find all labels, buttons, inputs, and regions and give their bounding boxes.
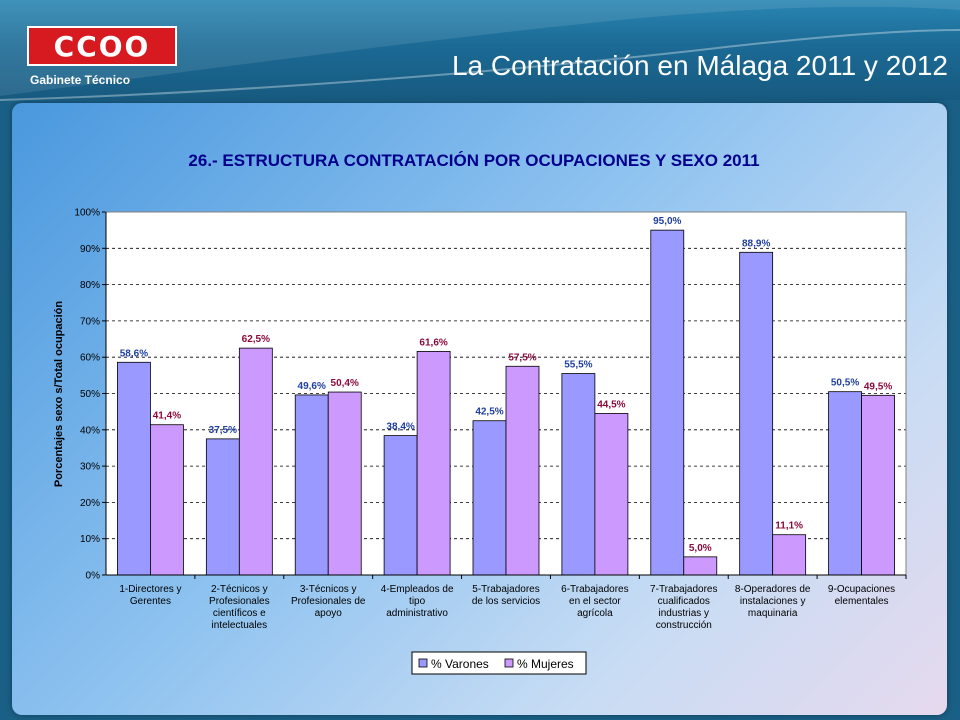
bar-mujeres [150, 424, 184, 576]
category-label: 2-Técnicos y Profesionales científicos e in… [209, 584, 270, 631]
category-label-line: construcción [656, 620, 712, 631]
legend-swatch-varones [418, 658, 428, 668]
bar-mujeres [327, 391, 362, 576]
data-label-mujeres: 50,4% [331, 378, 359, 389]
y-tick-label: 10% [80, 534, 100, 545]
category-label-line: elementales [835, 596, 889, 607]
data-label-mujeres: 61,6% [419, 337, 447, 348]
bar-varones [650, 229, 685, 576]
category-label-line: maquinaria [748, 608, 798, 619]
data-label-varones: 95,0% [653, 216, 681, 227]
y-tick-label: 30% [80, 462, 100, 473]
bar-mujeres [238, 347, 273, 576]
logo-subtitle: Gabinete Técnico [30, 73, 131, 87]
category-label: 4-Empleados de tipo administrativo [381, 584, 454, 619]
bar-mujeres [683, 556, 718, 576]
data-label-varones: 50,5% [831, 378, 859, 389]
category-label-line: de los servicios [472, 596, 540, 607]
data-label-varones: 37,5% [209, 425, 237, 436]
category-label-line: Gerentes [130, 596, 171, 607]
y-tick-label: 80% [80, 280, 100, 291]
category-label-line: administrativo [386, 608, 448, 619]
y-axis-label: Porcentajes sexo s/Total ocupación [53, 301, 65, 488]
legend-swatch-mujeres [504, 658, 514, 668]
y-tick-label: 70% [80, 316, 100, 327]
bar-varones [561, 373, 596, 576]
category-label-line: 6-Trabajadores [561, 584, 628, 595]
category-label-line: apoyo [315, 608, 343, 619]
data-label-varones: 55,5% [564, 360, 592, 371]
category-label-line: 1-Directores y [119, 584, 181, 595]
bar-varones [294, 394, 329, 576]
data-label-mujeres: 62,5% [242, 334, 270, 345]
category-label: 5-Trabajadores de los servicios [472, 584, 540, 607]
category-label-line: 9-Ocupaciones [828, 584, 895, 595]
slide-header: CCOO Gabinete Técnico La Contratación en… [0, 0, 960, 101]
category-label-line: intelectuales [212, 620, 268, 631]
category-label-line: científicos e [213, 608, 266, 619]
bar-varones [472, 420, 507, 576]
y-tick-label: 20% [80, 498, 100, 509]
category-label-line: industrias y [658, 608, 709, 619]
bar-varones [828, 391, 862, 576]
y-tick-label: 0% [86, 571, 101, 582]
chart-legend: % Varones % Mujeres [411, 651, 587, 675]
bar-mujeres [772, 534, 807, 576]
data-label-mujeres: 57,5% [508, 352, 536, 363]
category-label: 6-Trabajadores en el sector agrícola [561, 584, 628, 619]
data-label-mujeres: 11,1% [775, 521, 803, 532]
bar-varones [205, 438, 240, 576]
bar-mujeres [861, 394, 895, 576]
y-tick-label: 40% [80, 425, 100, 436]
category-label-line: tipo [409, 596, 426, 607]
category-label-line: 4-Empleados de [381, 584, 454, 595]
legend-label-mujeres: % Mujeres [517, 657, 574, 671]
legend-box [411, 651, 587, 675]
category-label: 8-Operadores de instalaciones y maquinaria [735, 584, 811, 619]
bar-mujeres [416, 350, 451, 576]
bar-varones [383, 435, 418, 576]
ccoo-logo: CCOO [27, 26, 177, 66]
bar-mujeres [594, 413, 629, 576]
category-label: 9-Ocupaciones elementales [828, 584, 895, 607]
legend-label-varones: % Varones [431, 657, 489, 671]
bar-mujeres [505, 365, 540, 576]
data-label-varones: 58,6% [120, 348, 148, 359]
category-label: 7-Trabajadores cualificados industrias y co… [650, 584, 717, 631]
data-label-mujeres: 44,5% [597, 399, 625, 410]
category-label: 3-Técnicos y Profesionales de apoyo [291, 584, 366, 619]
data-label-varones: 42,5% [475, 407, 503, 418]
category-label-line: 5-Trabajadores [472, 584, 539, 595]
chart-title: 26.- ESTRUCTURA CONTRATACIÓN POR OCUPACI… [188, 151, 759, 170]
data-label-mujeres: 49,5% [864, 381, 892, 392]
slide-title: La Contratación en Málaga 2011 y 2012 [451, 50, 948, 81]
data-label-varones: 88,9% [742, 238, 770, 249]
plot-area: 0% 10% 20% 30% 40% 50% 60% 70% 80% 90% 100% 58,6% 41… [74, 208, 907, 631]
data-label-varones: 38,4% [386, 422, 414, 433]
category-label-line: Profesionales de [291, 596, 366, 607]
category-label-line: 7-Trabajadores [650, 584, 717, 595]
category-label-line: 2-Técnicos y [211, 584, 268, 595]
category-label-line: en el sector [569, 596, 621, 607]
data-label-varones: 49,6% [298, 381, 326, 392]
category-label-line: agrícola [577, 608, 613, 619]
category-label: 1-Directores y Gerentes [119, 584, 181, 607]
header-wave-decoration [0, 0, 960, 101]
y-tick-label: 50% [80, 389, 100, 400]
category-label-line: cualificados [658, 596, 710, 607]
category-label-line: instalaciones y [740, 596, 806, 607]
y-tick-label: 100% [74, 208, 100, 219]
bar-varones [739, 251, 774, 576]
category-label-line: Profesionales [209, 596, 270, 607]
bar-varones [117, 361, 151, 576]
data-label-mujeres: 41,4% [153, 411, 181, 422]
y-tick-label: 60% [80, 353, 100, 364]
logo-text: CCOO [53, 30, 151, 63]
y-tick-label: 90% [80, 244, 100, 255]
category-label-line: 3-Técnicos y [300, 584, 357, 595]
category-label-line: 8-Operadores de [735, 584, 811, 595]
data-label-mujeres: 5,0% [689, 543, 712, 554]
